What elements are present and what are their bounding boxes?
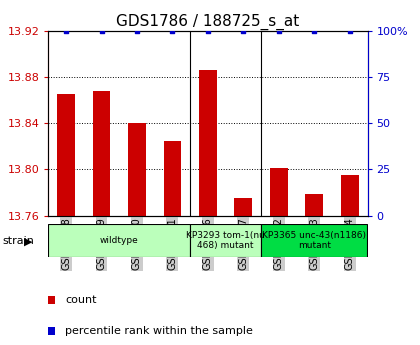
Title: GDS1786 / 188725_s_at: GDS1786 / 188725_s_at: [116, 13, 299, 30]
Text: KP3293 tom-1(nu
468) mutant: KP3293 tom-1(nu 468) mutant: [186, 231, 265, 250]
Bar: [163, 141, 181, 216]
Point: [98, 28, 105, 34]
Text: strain: strain: [2, 237, 34, 246]
Bar: [128, 124, 146, 216]
Point: [169, 28, 176, 34]
Point: [205, 28, 211, 34]
Bar: [57, 95, 75, 216]
Point: [276, 28, 282, 34]
Text: wildtype: wildtype: [100, 236, 139, 245]
Point: [134, 28, 140, 34]
Text: count: count: [65, 295, 97, 305]
Text: KP3365 unc-43(n1186)
mutant: KP3365 unc-43(n1186) mutant: [262, 231, 366, 250]
Bar: [48, 224, 190, 257]
Bar: [234, 198, 252, 216]
Bar: [270, 168, 288, 216]
Point: [240, 28, 247, 34]
Bar: [261, 224, 368, 257]
Text: percentile rank within the sample: percentile rank within the sample: [65, 326, 253, 336]
Bar: [341, 175, 359, 216]
Bar: [305, 194, 323, 216]
Point: [311, 28, 318, 34]
Text: ▶: ▶: [24, 237, 33, 246]
Bar: [93, 91, 110, 216]
Bar: [190, 224, 261, 257]
Bar: [199, 70, 217, 216]
Point: [346, 28, 353, 34]
Point: [63, 28, 69, 34]
